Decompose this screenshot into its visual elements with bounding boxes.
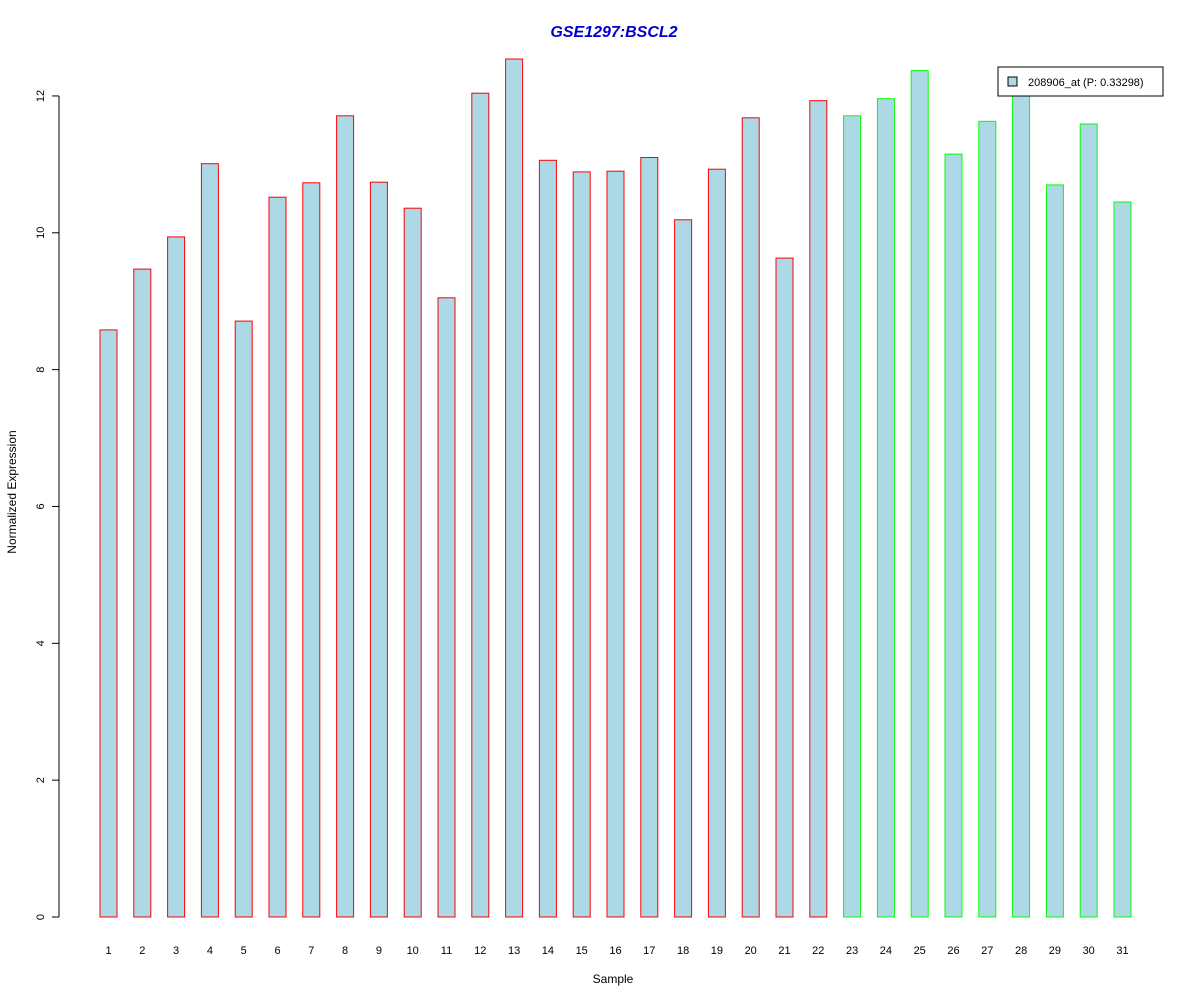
x-tick-label: 5 — [241, 945, 247, 957]
x-tick-label: 6 — [274, 945, 280, 957]
bar-sample-14 — [538, 159, 557, 918]
bar-sample-8 — [336, 115, 355, 918]
y-tick-label: 2 — [35, 777, 47, 783]
bar-sample-15 — [572, 171, 591, 918]
bar-sample-13 — [505, 58, 524, 918]
bar-sample-24 — [876, 98, 895, 918]
y-tick-label: 4 — [35, 640, 47, 646]
bar-sample-12 — [471, 92, 490, 918]
y-tick-label: 8 — [35, 367, 47, 373]
bar-sample-1 — [99, 329, 118, 918]
bar-sample-17 — [640, 157, 659, 918]
x-tick-label: 27 — [981, 945, 993, 957]
bar-sample-31 — [1113, 201, 1132, 918]
legend-box — [997, 66, 1164, 97]
x-tick-label: 14 — [542, 945, 554, 957]
bar-sample-16 — [606, 170, 625, 918]
x-axis: 1 2 3 4 5 6 7 8 9 10 11 12 13 14 15 16 17 18 19 20 21 22 23 24 2… — [105, 945, 1128, 957]
x-tick-label: 31 — [1116, 945, 1128, 957]
bar-sample-18 — [674, 219, 693, 918]
bar-sample-3 — [167, 236, 186, 918]
x-tick-label: 11 — [441, 945, 452, 957]
bar-sample-6 — [268, 196, 287, 918]
bar-sample-5 — [234, 320, 253, 918]
y-axis: 0 2 4 6 8 10 12 — [35, 90, 60, 920]
x-tick-label: 17 — [643, 945, 655, 957]
bar-sample-9 — [369, 181, 388, 918]
x-tick-label: 9 — [376, 945, 382, 957]
bar-sample-20 — [741, 117, 760, 918]
x-tick-label: 1 — [105, 945, 111, 957]
x-tick-label: 28 — [1015, 945, 1027, 957]
y-tick-label: 6 — [35, 503, 47, 509]
bar-sample-22 — [809, 100, 828, 918]
bar-sample-29 — [1045, 184, 1064, 918]
x-tick-label: 19 — [711, 945, 723, 957]
x-tick-label: 18 — [677, 945, 689, 957]
x-tick-label: 22 — [812, 945, 824, 957]
y-tick-label: 0 — [35, 914, 47, 920]
bar-sample-28 — [1012, 92, 1031, 918]
bar-sample-4 — [200, 163, 219, 918]
x-tick-label: 24 — [880, 945, 892, 957]
x-tick-label: 20 — [745, 945, 757, 957]
legend: 208906_at (P: 0.33298) — [997, 66, 1164, 97]
chart-title: GSE1297:BSCL2 — [550, 24, 677, 41]
x-tick-label: 3 — [173, 945, 179, 957]
x-tick-label: 8 — [342, 945, 348, 957]
x-tick-label: 2 — [139, 945, 145, 957]
x-tick-label: 26 — [947, 945, 959, 957]
bar-sample-26 — [944, 153, 963, 918]
x-tick-label: 16 — [609, 945, 621, 957]
bar-sample-27 — [978, 120, 997, 918]
y-tick-label: 12 — [35, 90, 47, 102]
x-tick-label: 25 — [914, 945, 926, 957]
x-tick-label: 12 — [474, 945, 486, 957]
bar-sample-19 — [707, 168, 726, 918]
bar-sample-11 — [437, 297, 456, 918]
x-tick-label: 23 — [846, 945, 858, 957]
y-tick-label: 10 — [35, 227, 47, 239]
x-tick-label: 30 — [1083, 945, 1095, 957]
bar-sample-25 — [910, 70, 929, 918]
bar-sample-10 — [403, 207, 422, 918]
legend-swatch — [1007, 76, 1018, 87]
x-tick-label: 4 — [207, 945, 213, 957]
bar-sample-23 — [843, 115, 862, 918]
x-tick-label: 13 — [508, 945, 520, 957]
x-tick-label: 7 — [308, 945, 314, 957]
bar-sample-7 — [302, 182, 321, 918]
x-tick-label: 10 — [407, 945, 419, 957]
x-axis-label: Sample — [593, 972, 634, 986]
x-tick-label: 29 — [1049, 945, 1061, 957]
bar-sample-21 — [775, 257, 794, 918]
legend-label: 208906_at (P: 0.33298) — [1028, 77, 1144, 89]
bar-sample-2 — [133, 268, 152, 918]
x-tick-label: 15 — [576, 945, 588, 957]
bar-sample-30 — [1079, 123, 1098, 918]
y-axis-label: Normalized Expression — [5, 430, 19, 553]
x-tick-label: 21 — [778, 945, 790, 957]
bars — [99, 58, 1132, 918]
